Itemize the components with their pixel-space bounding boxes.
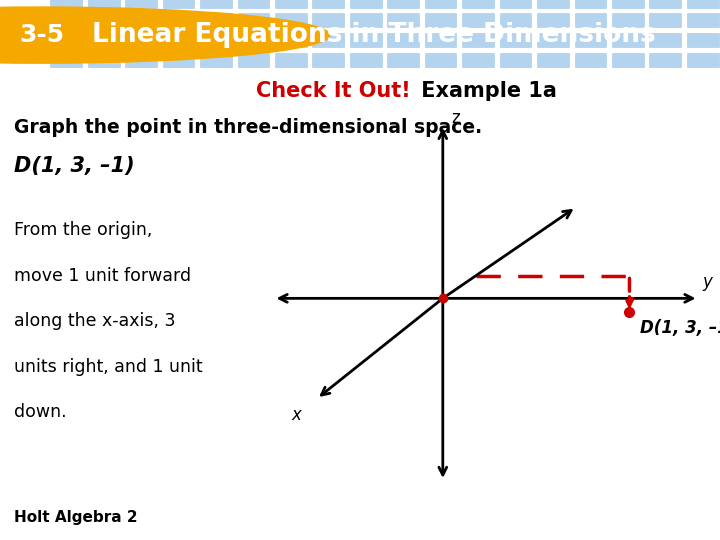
FancyBboxPatch shape [163,52,194,66]
FancyBboxPatch shape [350,52,382,66]
FancyBboxPatch shape [238,0,269,8]
FancyBboxPatch shape [238,33,269,47]
FancyBboxPatch shape [387,0,419,8]
Text: From the origin,: From the origin, [14,221,153,239]
FancyBboxPatch shape [312,33,344,47]
FancyBboxPatch shape [88,0,120,8]
FancyBboxPatch shape [275,0,307,8]
FancyBboxPatch shape [88,14,120,28]
FancyBboxPatch shape [500,14,531,28]
FancyBboxPatch shape [200,52,232,66]
FancyBboxPatch shape [200,33,232,47]
FancyBboxPatch shape [50,14,82,28]
FancyBboxPatch shape [687,33,719,47]
FancyBboxPatch shape [462,0,494,8]
FancyBboxPatch shape [163,33,194,47]
FancyBboxPatch shape [312,52,344,66]
FancyBboxPatch shape [50,33,82,47]
FancyBboxPatch shape [125,0,157,8]
FancyBboxPatch shape [649,14,681,28]
FancyBboxPatch shape [88,52,120,66]
FancyBboxPatch shape [649,33,681,47]
FancyBboxPatch shape [462,33,494,47]
FancyBboxPatch shape [425,0,456,8]
FancyBboxPatch shape [537,33,569,47]
FancyBboxPatch shape [387,33,419,47]
Text: 3-5: 3-5 [19,23,64,47]
FancyBboxPatch shape [275,33,307,47]
Text: x: x [292,406,302,424]
Text: D(1, 3, –1): D(1, 3, –1) [640,319,720,337]
FancyBboxPatch shape [350,14,382,28]
FancyBboxPatch shape [612,52,644,66]
Text: Check It Out!: Check It Out! [256,81,410,101]
FancyBboxPatch shape [125,33,157,47]
FancyBboxPatch shape [163,0,194,8]
FancyBboxPatch shape [649,52,681,66]
Text: units right, and 1 unit: units right, and 1 unit [14,358,203,376]
FancyBboxPatch shape [125,14,157,28]
FancyBboxPatch shape [500,52,531,66]
Text: Holt Algebra 2: Holt Algebra 2 [14,510,138,525]
FancyBboxPatch shape [200,0,232,8]
Circle shape [0,7,330,63]
FancyBboxPatch shape [575,52,606,66]
FancyBboxPatch shape [687,14,719,28]
Text: Copyright © by Holt, Rinehart and Winston. All Rights Reserved.: Copyright © by Holt, Rinehart and Winsto… [225,529,495,538]
FancyBboxPatch shape [537,0,569,8]
FancyBboxPatch shape [312,0,344,8]
FancyBboxPatch shape [575,14,606,28]
FancyBboxPatch shape [687,0,719,8]
FancyBboxPatch shape [275,14,307,28]
FancyBboxPatch shape [425,14,456,28]
FancyBboxPatch shape [612,14,644,28]
FancyBboxPatch shape [88,33,120,47]
FancyBboxPatch shape [50,52,82,66]
FancyBboxPatch shape [350,0,382,8]
Text: along the x-axis, 3: along the x-axis, 3 [14,312,176,330]
FancyBboxPatch shape [462,52,494,66]
Text: move 1 unit forward: move 1 unit forward [14,267,192,285]
FancyBboxPatch shape [238,52,269,66]
FancyBboxPatch shape [387,52,419,66]
FancyBboxPatch shape [687,52,719,66]
FancyBboxPatch shape [387,14,419,28]
FancyBboxPatch shape [350,33,382,47]
FancyBboxPatch shape [125,52,157,66]
FancyBboxPatch shape [575,33,606,47]
FancyBboxPatch shape [649,0,681,8]
Text: down.: down. [14,403,67,421]
Text: D(1, 3, –1): D(1, 3, –1) [14,156,135,176]
FancyBboxPatch shape [50,0,82,8]
Text: Example 1a: Example 1a [414,81,557,101]
FancyBboxPatch shape [462,14,494,28]
Text: z: z [451,109,460,127]
Text: Linear Equations in Three Dimensions: Linear Equations in Three Dimensions [92,22,656,48]
FancyBboxPatch shape [612,33,644,47]
FancyBboxPatch shape [612,0,644,8]
Text: Graph the point in three-dimensional space.: Graph the point in three-dimensional spa… [14,118,482,137]
FancyBboxPatch shape [275,52,307,66]
FancyBboxPatch shape [575,0,606,8]
FancyBboxPatch shape [163,14,194,28]
FancyBboxPatch shape [312,14,344,28]
FancyBboxPatch shape [500,0,531,8]
FancyBboxPatch shape [537,14,569,28]
FancyBboxPatch shape [238,14,269,28]
FancyBboxPatch shape [425,52,456,66]
FancyBboxPatch shape [500,33,531,47]
FancyBboxPatch shape [425,33,456,47]
Text: y: y [702,273,712,292]
FancyBboxPatch shape [537,52,569,66]
FancyBboxPatch shape [200,14,232,28]
